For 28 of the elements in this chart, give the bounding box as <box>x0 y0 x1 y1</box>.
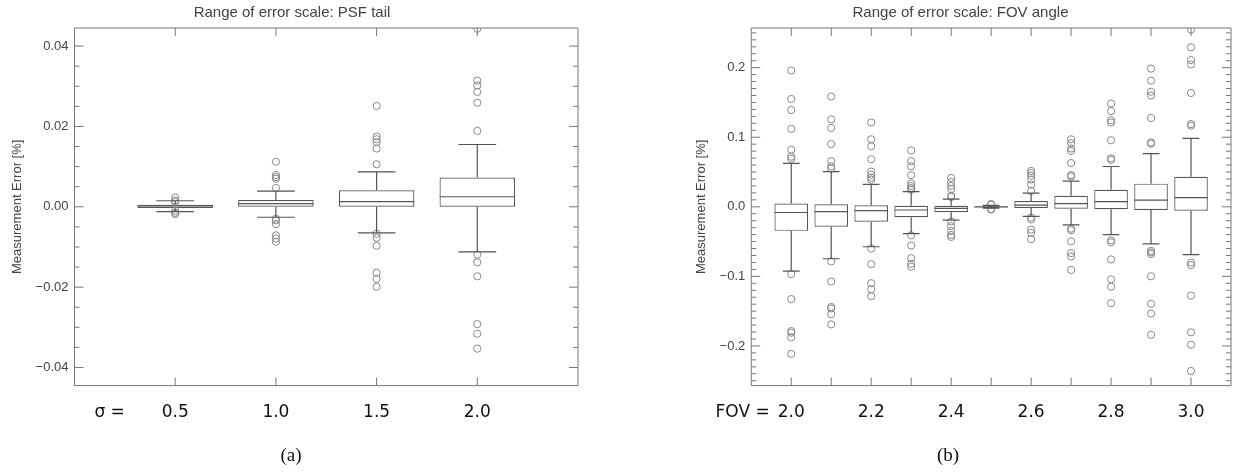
y-tick-label: 0.04 <box>43 37 69 53</box>
x-tick-label: 1.0 <box>262 401 290 422</box>
x-tick-label: 1.5 <box>363 401 391 422</box>
x-tick-label: 2.6 <box>1017 401 1045 422</box>
y-tick-label: −0.1 <box>719 267 746 283</box>
text: (b) <box>936 444 960 466</box>
y-tick-label: 0.0 <box>727 198 746 214</box>
x-tick-label: 3.0 <box>1177 401 1205 422</box>
x-tick-label: 2.2 <box>857 401 885 422</box>
y-tick-label: −0.04 <box>35 359 69 375</box>
y-tick-label: 0.02 <box>43 118 69 134</box>
x-axis-title: σ = <box>94 401 125 422</box>
x-tick-label: 0.5 <box>161 401 189 422</box>
x-tick-label: 2.0 <box>463 401 491 422</box>
text: (a) <box>280 444 302 466</box>
y-tick-label: 0.00 <box>43 198 69 214</box>
x-axis-title: FOV = <box>715 401 770 422</box>
y-tick-label: −0.02 <box>35 278 69 294</box>
x-tick-label: 2.4 <box>937 401 965 422</box>
y-tick-label: 0.2 <box>727 59 746 75</box>
y-tick-label: 0.1 <box>727 128 746 144</box>
x-tick-label: 2.0 <box>777 401 805 422</box>
y-axis-title: Measurement Error [%] <box>693 139 709 274</box>
x-tick-label: 2.8 <box>1097 401 1125 422</box>
y-tick-label: −0.2 <box>719 337 746 353</box>
y-axis-title: Measurement Error [%] <box>9 139 25 274</box>
chart-title: Range of error scale: PSF tail <box>193 3 391 21</box>
chart-title: Range of error scale: FOV angle <box>852 3 1069 21</box>
